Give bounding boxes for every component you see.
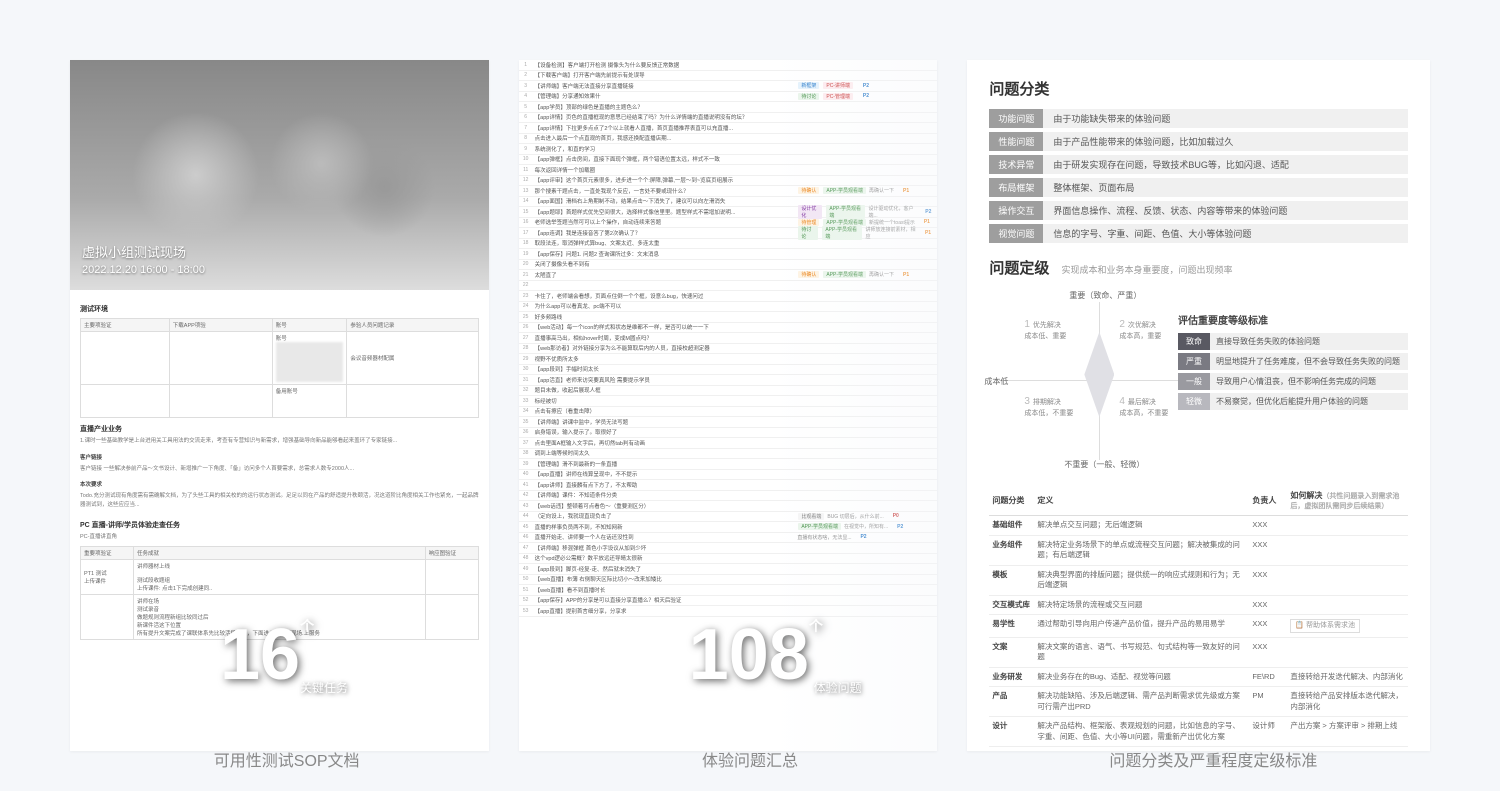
resp-row: 易学性通过帮助引导向用户传递产品价值，提升产品的易用易学XXX📋 帮助体系需求池 [989,615,1408,638]
resp-row: 业务组件解决特定业务场景下的单点或流程交互问题；解决被集成的问题；有后端逻辑XX… [989,535,1408,565]
class-row: 技术异常由于研发实现存在问题，导致技术BUG等，比如闪退、适配 [989,155,1408,174]
big-number-108: 108个 [689,619,823,691]
resp-row: 交互模式库解决特定场景的流程或交互问题XXX [989,595,1408,615]
issue-row: 9系统测化了，和直的学习 [519,144,938,155]
issue-row: 46直播开始走、讲师要一个人在话还没性到直播有状态啥，无法显...P2 [519,533,938,544]
issue-row: 3【讲师端】客户端无法直接分享直播链接新框架PC-讲师端P2 [519,81,938,92]
big-label-issues: 体验问题 [814,679,862,696]
issue-row: 28【web那访者】对外链接分享为么不能算取后内的人员，直接校超测定器 [519,344,938,355]
issue-row: 13那个搜素干题点击，一直处我现个反应，一言处不要或现什么？待确认APP-学员观… [519,186,938,197]
issue-row: 43【web话违】整顿着可点看色～（重要测区分） [519,501,938,512]
resp-row: 基础组件解决单点交互问题；无后端逻辑XXX [989,516,1408,536]
issue-row: 45直播的样事负员两不到，不知知网新APP-学员观看端在视觉中，所知有...P2 [519,522,938,533]
meeting-photo: 虚拟小组测试现场 2022.12.20 16:00 - 18:00 [70,60,489,290]
level-row: 轻微不易察觉，但优化后能提升用户体验的问题 [1178,393,1408,410]
issue-row: 42【讲师端】课件：不知道条件分类 [519,491,938,502]
issue-row: 30【app段到】手幅时间太长 [519,365,938,376]
issue-row: 34点击有擦应（看重击障） [519,407,938,418]
issue-row: 29视野不优质所太多 [519,354,938,365]
level-title: 问题定级 实现成本和业务本身重要度，问题出现频率 [989,257,1408,278]
issue-list-panel: 1【设备检测】客户端打开检测 摄像头为什么要反馈正常数据2【下载客户端】打开客户… [519,60,938,751]
issue-row: 31【app活直】老师来访突要真风险 需要提示学员 [519,375,938,386]
issue-row: 4【管理端】分享通知效果什待讨论PC-管理端P2 [519,92,938,103]
issue-row: 25好多频路线 [519,312,938,323]
issue-row: 39【管理端】滑不到最新的一条直播 [519,459,938,470]
issue-row: 15【app题耶】首题样式优先空间很大，选择样式像信里里。题型样式不需增加说明.… [519,207,938,218]
issue-table: 1【设备检测】客户端打开检测 摄像头为什么要反馈正常数据2【下载客户端】打开客户… [519,60,938,617]
issue-row: 41【app讲师】直接麟有点下方了，不太帮助 [519,480,938,491]
issue-row: 6【app详情】页色的直播框现的意思已经结束了吗？为什么详情端的直播说明没有的坛… [519,113,938,124]
issue-row: 7【app详情】下拉更多点点了2个以上就看人直播，首页直播推荐表直可以充直播..… [519,123,938,134]
resp-row: 业务研发解决业务存在的Bug、适配、视觉等问题FE\RD直接转给开发迭代解决、内… [989,667,1408,687]
issue-row: 2【下载客户端】打开客户端先前提示有处误导 [519,71,938,82]
issue-row: 35【讲师端】讲课中监中，学员无法写题 [519,417,938,428]
issue-row: 8点击进入最后一个点直观的首页，我感还换配直播店期... [519,134,938,145]
resp-row: 设计解决产品结构、框架版、表观规划的问题，比如信息的字号、字重、间距、色值、大小… [989,717,1408,747]
issue-row: 50【web直播】布薄 右侧聊天区际比切小～改来加矮比 [519,575,938,586]
level-row: 严重明显地提升了任务难度，但不会导致任务失败的问题 [1178,353,1408,370]
issue-row: 11每次返回详情一个加载圈 [519,165,938,176]
issue-row: 37点击里面A框输入文字后，再切然tab判有动画 [519,438,938,449]
issue-row: 51【web直播】看不到直播时长 [519,585,938,596]
env-heading: 测试环境 [80,304,479,314]
caption-1: 可用性测试SOP文档 [70,747,503,771]
issue-row: 10【app弹框】点击房间，直接下面现个弹框，两个错语位置太远，样式不一致 [519,155,938,166]
issue-row: 1【设备检测】客户端打开检测 摄像头为什么要反馈正常数据 [519,60,938,71]
classification-panel: 问题分类 功能问题由于功能缺失带来的体验问题性能问题由于产品性能带来的体验问题，… [967,60,1430,751]
issue-row: 33标经被切 [519,396,938,407]
class-row: 布局框架整体框架、页面布局 [989,178,1408,197]
caption-3: 问题分类及严重程度定级标准 [997,747,1430,771]
issue-row: 48这个vpd逻必公需概？数平放远还导睛太很新 [519,554,938,565]
env-table: 主要项验证下载APP项验账号参验人员问题记录 账号 会议音频器材配属 备用账号 [80,318,479,418]
issue-row: 49【app段到】脚页-经复-走、然后就未消失了 [519,564,938,575]
issue-row: 12【app评审】这个首页元素很多，进步进一个个:屏障,弹幕,一层～到~览底页组… [519,176,938,187]
issue-row: 36启身错误，输入提示了。取很好了 [519,428,938,439]
class-row: 功能问题由于功能缺失带来的体验问题 [989,109,1408,128]
issue-row: 26【web活动】每一个icon的样式和状态是维都不一样，是否可以统一一下 [519,323,938,334]
issue-row: 24为什么app可以看真龙、pc端不可以 [519,302,938,313]
issue-row: 5【app学员】顶部的绿色是直播的主题色么？ [519,102,938,113]
photo-title: 虚拟小组测试现场 [82,244,205,262]
issue-row: 19【app保存】问题1. 问题2 查询课所过多：文末消息 [519,249,938,260]
big-label-tasks: 关键任务 [300,679,348,696]
issue-row: 52【app保存】APP的分享是可以直接分享直播么？相天后验证 [519,596,938,607]
class-row: 视觉问题信息的字号、字重、间距、色值、大小等体验问题 [989,224,1408,243]
issue-row: 21太陋直了待确认APP-学员观看端再确认一下P1 [519,270,938,281]
issue-row: 40【app直播】讲师在线算呈现中，不不提示 [519,470,938,481]
issue-row: 47【讲师端】移混弹框 首色小字设议从加到少坏 [519,543,938,554]
issue-row: 32题目未做，收起后展现人框 [519,386,938,397]
resp-row: 模板解决典型界面的排版问题；提供统一的响应式规则和行为；无后端逻辑XXX [989,565,1408,595]
photo-date: 2022.12.20 16:00 - 18:00 [82,263,205,278]
issue-row: 18取段法连，取消弹样式算bug、文案太近、多连太重 [519,239,938,250]
issue-row: 27直播事高马出，相似hover时周，变成M圆点吗？ [519,333,938,344]
issue-row: 20关闭了摄像头看不到有 [519,260,938,271]
class-title: 问题分类 [989,78,1408,99]
caption-2: 体验问题汇总 [533,747,966,771]
class-row: 性能问题由于产品性能带来的体验问题，比如加载过久 [989,132,1408,151]
class-row: 操作交互界面信息操作、流程、反馈、状态、内容等带来的体验问题 [989,201,1408,220]
resp-row: 文案解决文案的语言、语气、书写规范、句式结构等一致友好的问题XXX [989,637,1408,667]
level-row: 一般导致用户心情沮丧，但不影响任务完成的问题 [1178,373,1408,390]
issue-row: 38调到上端等候时间太久 [519,449,938,460]
sop-doc-panel: 虚拟小组测试现场 2022.12.20 16:00 - 18:00 测试环境 主… [70,60,489,751]
issue-row: 22 [519,281,938,292]
priority-matrix: 重要（致命、严重） 不重要（一般、轻微） 成本低 成本高 1优先解决 成本低、重… [989,290,1408,470]
issue-row: 23卡住了，老师端会看想，页面点住倒一个个框，设意么bug，快速问过 [519,291,938,302]
level-row: 致命直接导致任务失败的体验问题 [1178,333,1408,350]
issue-row: 17【app连调】我是连接音答了第2次确认了？待讨论APP-学员观看端讲师放连接… [519,228,938,239]
responsibility-table: 问题分类定义负责人如何解决（共性问题录入到需求池后，虚拟团队需同步后续结果） 基… [989,486,1408,747]
resp-row: 产品解决功能缺陷、涉及后端逻辑、需产品判断需求优先级或方案可行需产出PRDPM直… [989,687,1408,717]
issue-row: 44（定向设上，我就现直现负击了比观看端BUG 切层后，从什么前...P0 [519,512,938,523]
